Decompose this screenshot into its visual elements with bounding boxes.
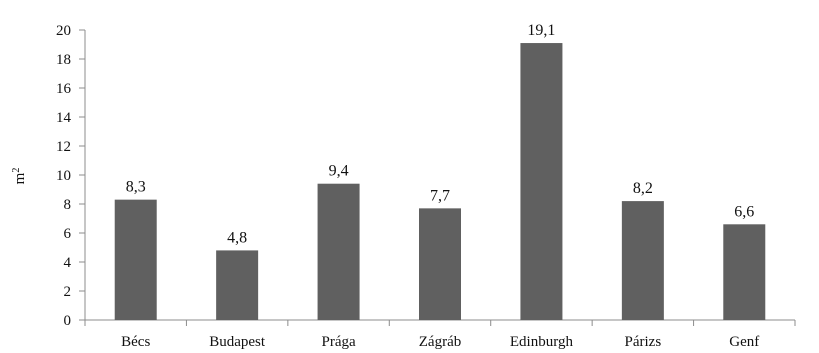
y-tick-label: 6 — [64, 226, 72, 242]
bar — [621, 201, 664, 320]
bar — [216, 250, 259, 320]
x-category-label: Genf — [729, 334, 759, 350]
data-label: 19,1 — [527, 22, 555, 39]
data-label: 8,2 — [633, 180, 653, 197]
y-tick-label: 16 — [56, 81, 72, 97]
y-tick-label: 20 — [56, 23, 71, 39]
y-axis-title-exponent: 2 — [11, 168, 22, 173]
labels: 0 2 4 6 8 10 12 14 16 18 20 8,3 Bécs 4,8 Budapest 9,4 Pr… — [56, 22, 759, 350]
data-label: 9,4 — [329, 163, 349, 180]
y-axis-title-unit: m — [12, 172, 28, 184]
x-category-label: Edinburgh — [510, 334, 574, 350]
bar — [419, 208, 461, 320]
y-tick-label: 8 — [64, 197, 72, 213]
x-category-label: Zágráb — [419, 334, 461, 350]
y-axis-title: m2 — [11, 168, 29, 185]
y-tick-label: 0 — [64, 313, 72, 329]
y-tick-label: 4 — [64, 255, 72, 271]
y-tick-label: 10 — [56, 168, 71, 184]
data-label: 7,7 — [430, 187, 450, 204]
x-category-label: Budapest — [209, 334, 266, 350]
data-label: 8,3 — [126, 179, 146, 196]
x-category-label: Bécs — [121, 334, 150, 350]
bar — [723, 224, 766, 320]
y-tick-label: 2 — [64, 284, 72, 300]
y-tick-label: 14 — [56, 110, 72, 126]
data-label: 6,6 — [734, 203, 754, 220]
bars — [114, 43, 766, 321]
bar — [317, 183, 360, 320]
y-tick-label: 18 — [56, 52, 71, 68]
y-tick-label: 12 — [56, 139, 71, 155]
x-category-label: Prága — [321, 334, 355, 350]
bar — [114, 199, 157, 320]
x-category-label: Párizs — [625, 334, 662, 350]
bar — [520, 43, 563, 321]
data-label: 4,8 — [227, 229, 247, 246]
